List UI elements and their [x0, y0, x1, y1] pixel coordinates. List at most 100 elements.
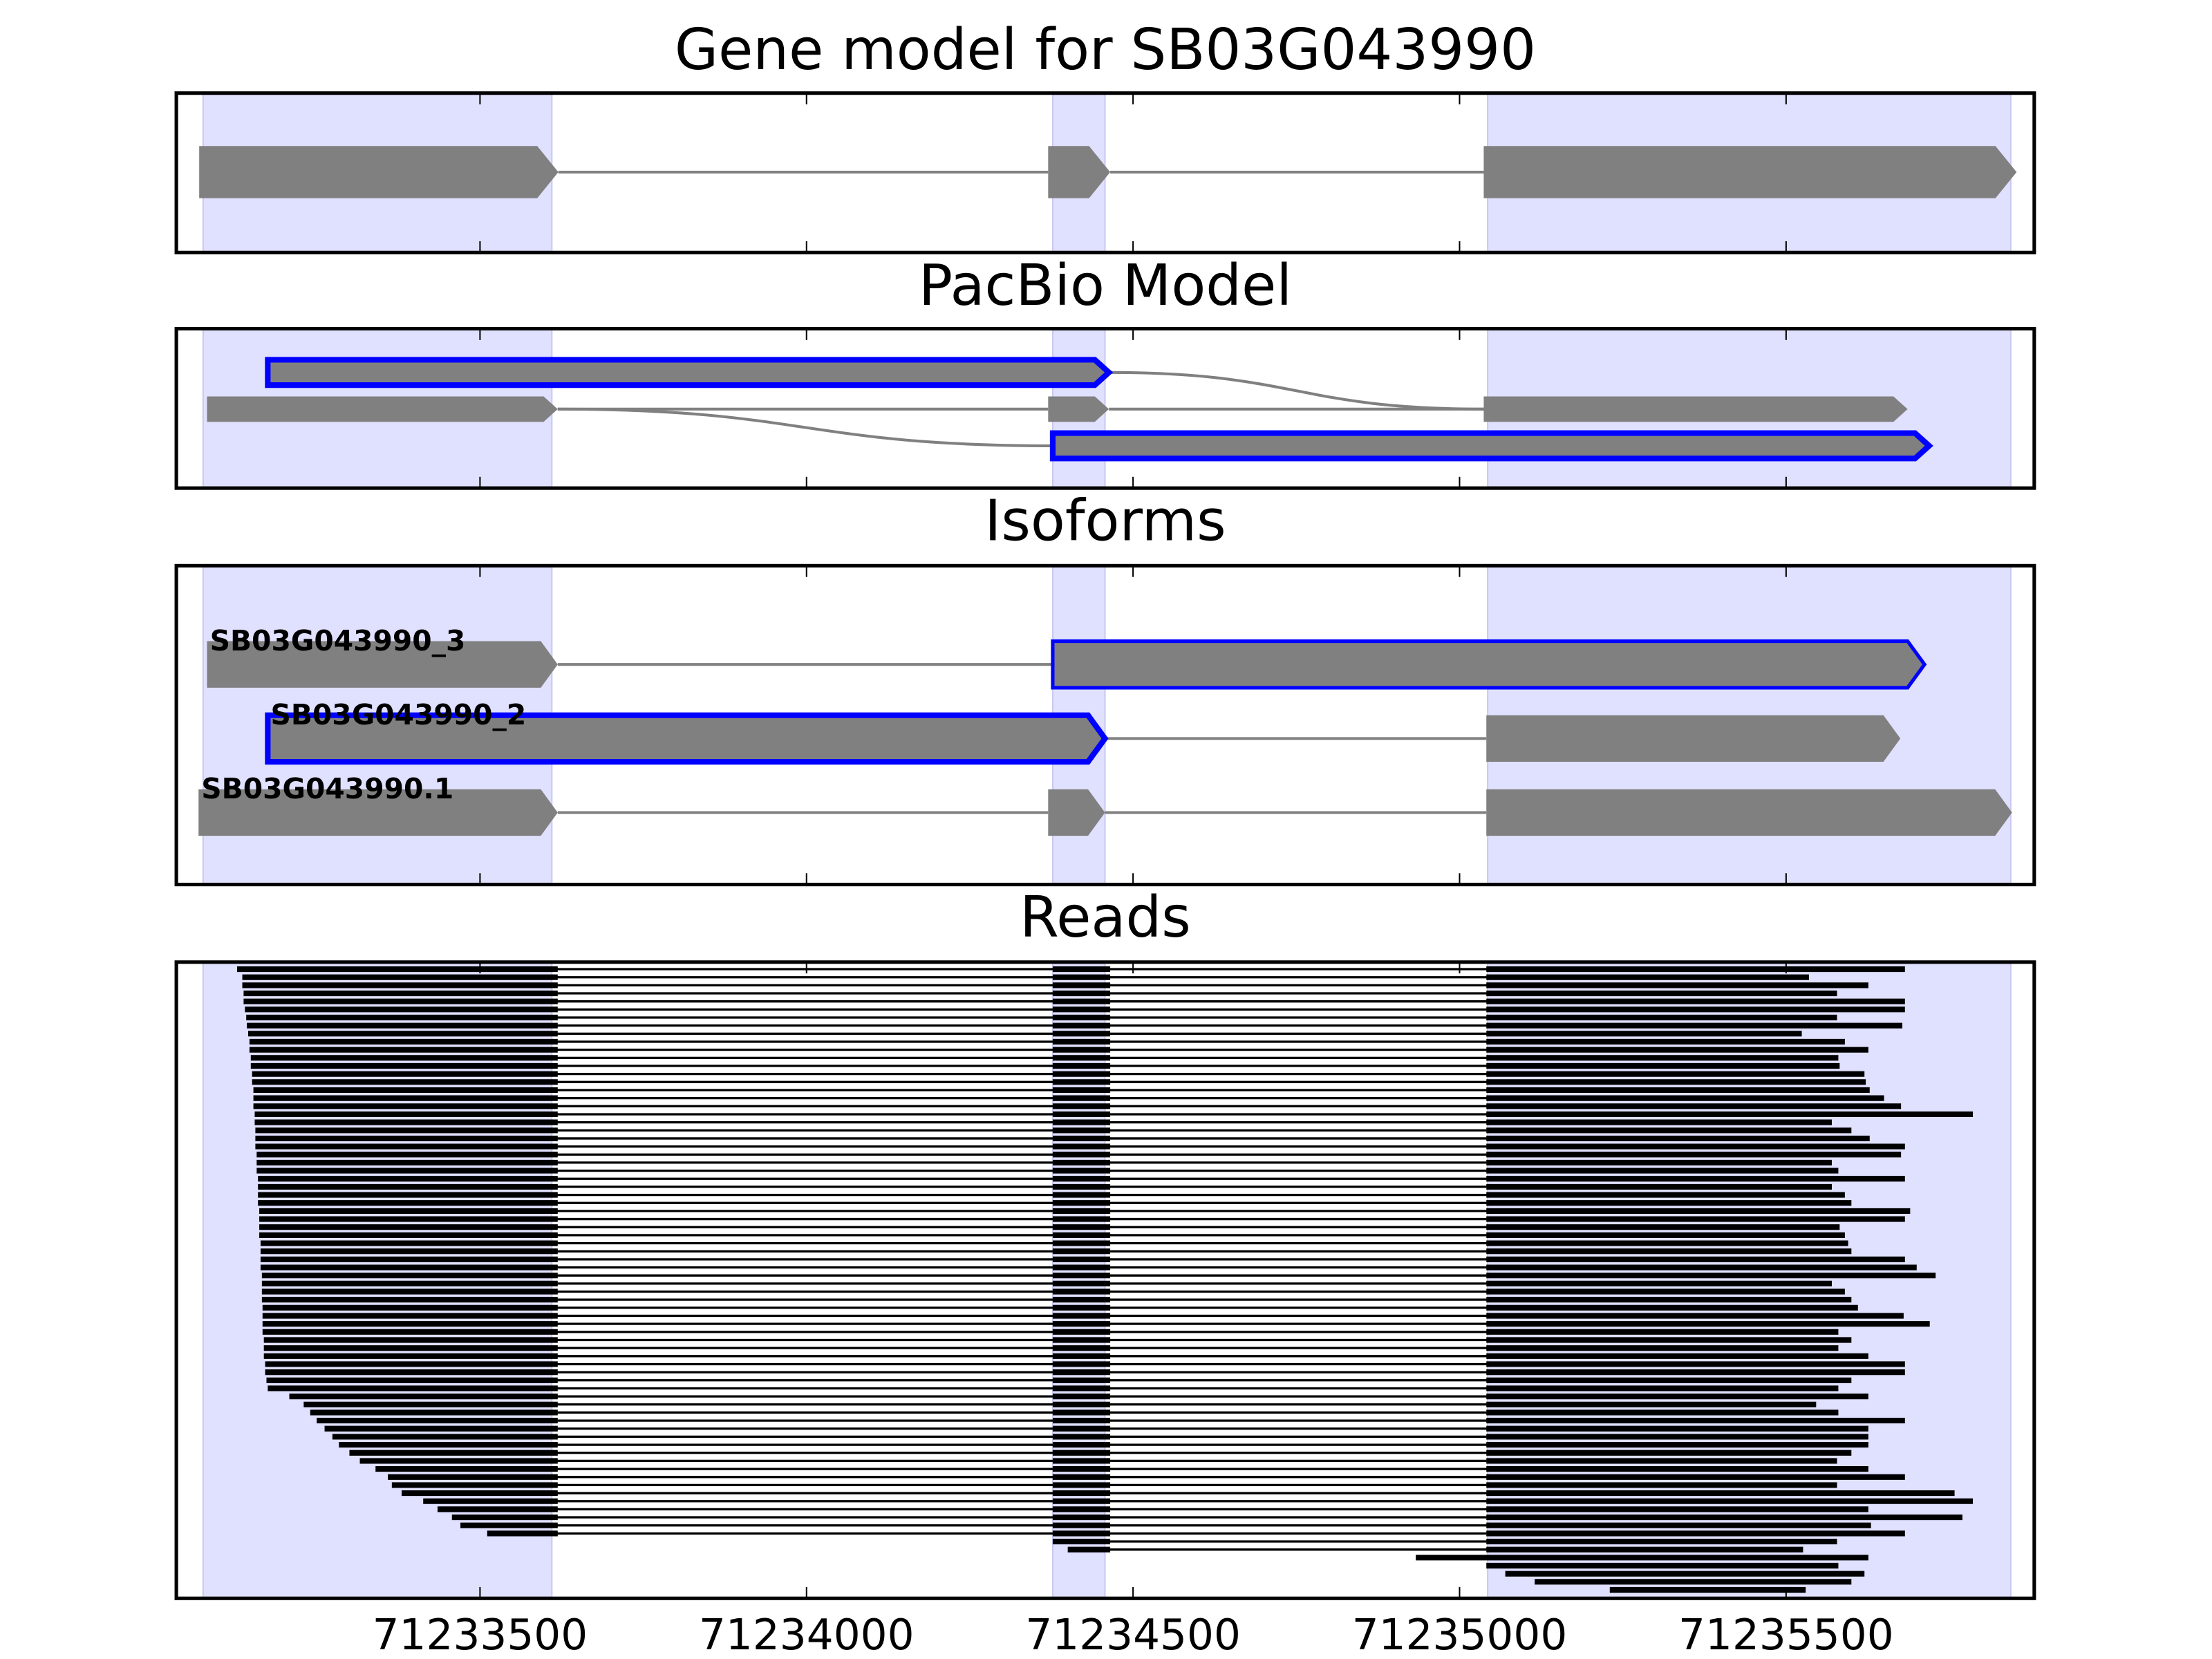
read [339, 1442, 1868, 1448]
read [402, 1490, 1955, 1497]
panel-title: Reads [1020, 885, 1191, 950]
read [242, 974, 1809, 980]
read [258, 1176, 1905, 1182]
read [359, 1458, 1837, 1464]
exon [198, 789, 558, 836]
read [263, 1337, 1852, 1343]
read [451, 1514, 1962, 1521]
read [252, 1071, 1865, 1077]
read [255, 1135, 1870, 1142]
x-tick-label: 71233500 [373, 1611, 588, 1659]
read [1609, 1586, 1806, 1593]
read [262, 1329, 1839, 1335]
read [1067, 1546, 1803, 1553]
read [460, 1522, 1871, 1528]
read [259, 1232, 1845, 1238]
read [324, 1425, 1868, 1432]
read [349, 1450, 1852, 1456]
x-tick-label: 71235500 [1678, 1611, 1894, 1659]
read [253, 1095, 1884, 1101]
exon [1048, 146, 1111, 198]
read [263, 1345, 1839, 1351]
read [242, 982, 1868, 988]
exon [1486, 789, 2012, 836]
read [1505, 1571, 1865, 1577]
read [310, 1409, 1839, 1416]
read [250, 1062, 1840, 1069]
read [254, 1111, 1974, 1118]
isoform-label: SB03G043990_2 [270, 698, 526, 731]
exon [199, 146, 559, 198]
x-tick-label: 71234500 [1025, 1611, 1241, 1659]
read [243, 990, 1837, 997]
exon [207, 641, 558, 688]
read [259, 1216, 1905, 1222]
read [260, 1256, 1905, 1262]
exon [1483, 396, 1908, 422]
panel-frame [174, 960, 2036, 1600]
read [249, 1047, 1868, 1053]
read [1416, 1555, 1868, 1561]
read [253, 1087, 1870, 1094]
read [246, 1014, 1837, 1021]
read [263, 1353, 1868, 1359]
read [265, 1369, 1905, 1376]
read [375, 1465, 1868, 1472]
read [1486, 1562, 1839, 1569]
read [258, 1192, 1845, 1198]
read [391, 1482, 1837, 1488]
exon [1486, 715, 1901, 762]
read [254, 1119, 1832, 1125]
read [255, 1143, 1905, 1150]
exon [1483, 146, 2017, 198]
read [256, 1159, 1832, 1166]
read [252, 1079, 1866, 1085]
panel-frame [174, 563, 2036, 887]
exon [1049, 430, 1933, 462]
read [259, 1208, 1911, 1214]
read [236, 966, 1905, 973]
read [245, 1006, 1905, 1013]
read [260, 1240, 1848, 1246]
panel-frame [174, 91, 2036, 254]
read [332, 1434, 1868, 1440]
x-tick-label: 71235000 [1352, 1611, 1568, 1659]
read [317, 1418, 1905, 1424]
exon [1048, 396, 1109, 422]
read [261, 1297, 1852, 1303]
splice-edge [557, 407, 1053, 447]
exon [1051, 639, 1927, 690]
read [423, 1498, 1974, 1504]
exon [1048, 789, 1105, 836]
read [258, 1200, 1852, 1206]
read [258, 1183, 1832, 1190]
read [250, 1055, 1839, 1061]
read [259, 1224, 1840, 1230]
read [265, 1361, 1905, 1367]
read [261, 1288, 1845, 1295]
read [1535, 1579, 1852, 1585]
panel-title: Isoforms [984, 489, 1226, 554]
read [487, 1530, 1905, 1537]
splice-edge [1109, 371, 1484, 411]
read [388, 1474, 1905, 1480]
read [256, 1168, 1839, 1174]
read [262, 1321, 1930, 1327]
read [262, 1304, 1858, 1311]
read [247, 1022, 1903, 1029]
read [249, 1038, 1845, 1045]
panel-title: Gene model for SB03G043990 [675, 17, 1536, 83]
read [253, 1103, 1902, 1109]
read [266, 1377, 1852, 1383]
read [261, 1280, 1832, 1286]
read [255, 1127, 1852, 1134]
read [437, 1506, 1868, 1512]
read [256, 1152, 1902, 1158]
exon [265, 712, 1109, 765]
read [261, 1273, 1936, 1279]
exon [207, 396, 558, 422]
read [303, 1401, 1817, 1407]
x-tick-label: 71234000 [699, 1611, 915, 1659]
